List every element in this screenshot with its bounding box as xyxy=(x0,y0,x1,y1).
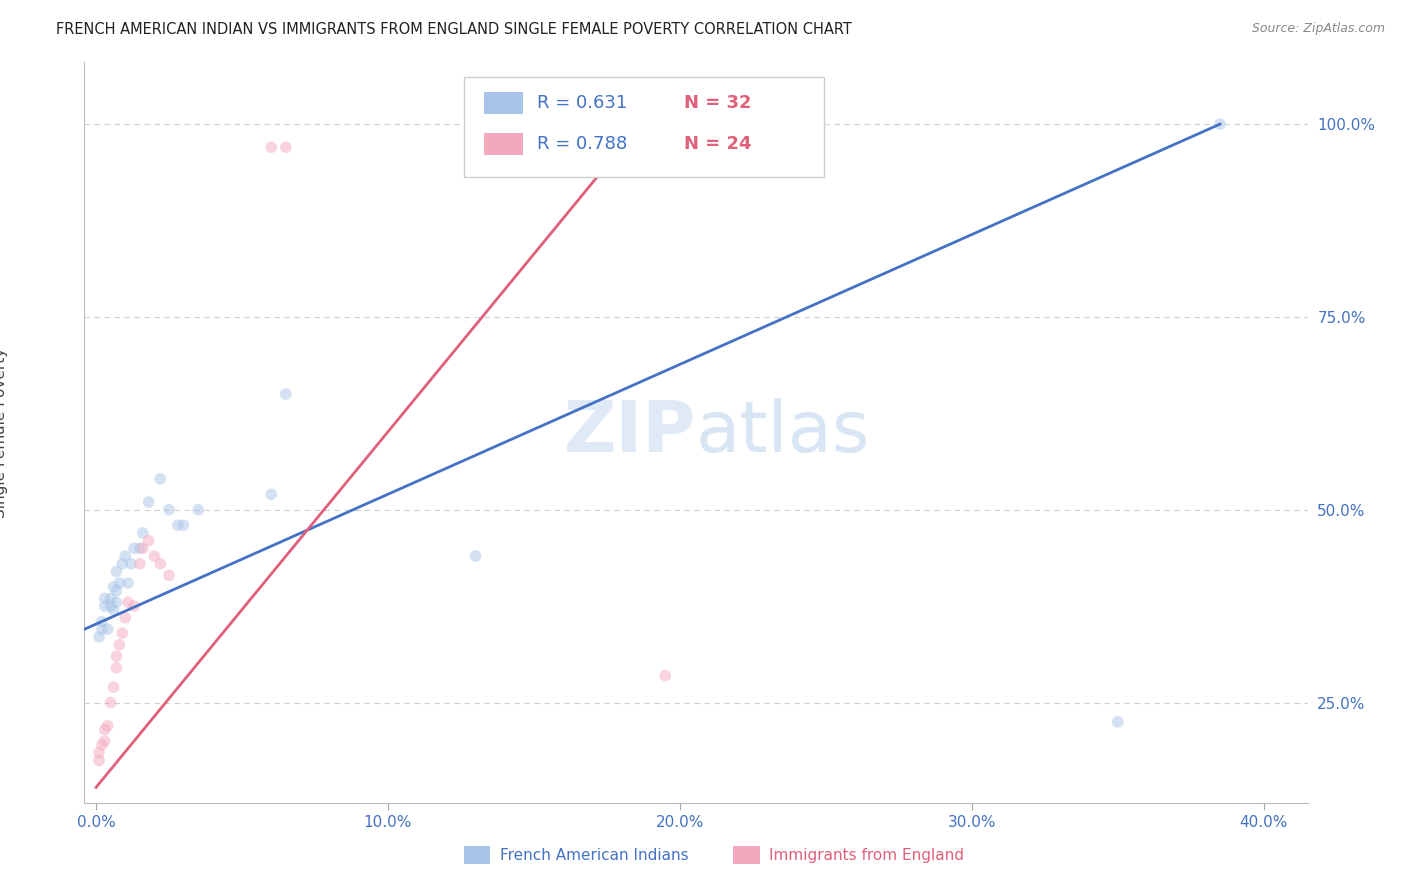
Point xyxy=(117,595,139,609)
Point xyxy=(105,595,128,609)
Point xyxy=(105,661,128,675)
Point xyxy=(464,549,486,563)
Text: R = 0.631: R = 0.631 xyxy=(537,95,627,112)
Bar xyxy=(484,92,523,114)
Point xyxy=(157,502,180,516)
Point xyxy=(103,680,125,694)
Point xyxy=(111,557,134,571)
Point xyxy=(166,518,188,533)
Point xyxy=(90,615,112,629)
Point xyxy=(274,140,297,154)
Text: N = 24: N = 24 xyxy=(683,135,751,153)
Point xyxy=(122,541,145,556)
Point xyxy=(149,472,172,486)
Point xyxy=(260,487,283,501)
Text: Immigrants from England: Immigrants from England xyxy=(769,848,965,863)
FancyBboxPatch shape xyxy=(464,78,824,178)
Point xyxy=(1107,714,1129,729)
Point xyxy=(138,533,160,548)
Point xyxy=(111,626,134,640)
Point xyxy=(122,599,145,614)
Point xyxy=(274,387,297,401)
Point xyxy=(90,622,112,636)
Point xyxy=(97,622,120,636)
Point xyxy=(114,549,136,563)
Text: FRENCH AMERICAN INDIAN VS IMMIGRANTS FROM ENGLAND SINGLE FEMALE POVERTY CORRELAT: FRENCH AMERICAN INDIAN VS IMMIGRANTS FRO… xyxy=(56,22,852,37)
Point xyxy=(132,525,155,540)
Point xyxy=(108,576,131,591)
Text: R = 0.788: R = 0.788 xyxy=(537,135,627,153)
Point xyxy=(100,591,122,606)
Text: ZIP: ZIP xyxy=(564,398,696,467)
Point xyxy=(260,140,283,154)
Point xyxy=(103,603,125,617)
Point xyxy=(132,541,155,556)
Point xyxy=(108,638,131,652)
Point xyxy=(97,719,120,733)
Bar xyxy=(733,847,759,864)
Point xyxy=(114,611,136,625)
Point xyxy=(105,649,128,664)
Point xyxy=(103,580,125,594)
Point xyxy=(128,557,150,571)
Point xyxy=(173,518,195,533)
Point xyxy=(87,753,110,767)
Text: atlas: atlas xyxy=(696,398,870,467)
Point xyxy=(157,568,180,582)
Point xyxy=(143,549,166,563)
Point xyxy=(105,565,128,579)
Point xyxy=(654,668,676,682)
Text: N = 32: N = 32 xyxy=(683,95,751,112)
Point xyxy=(94,723,117,737)
Point xyxy=(1209,117,1232,131)
Point xyxy=(87,630,110,644)
Point xyxy=(94,599,117,614)
Point xyxy=(94,591,117,606)
Point xyxy=(187,502,209,516)
Point xyxy=(105,583,128,598)
Point xyxy=(117,576,139,591)
Point xyxy=(149,557,172,571)
Bar xyxy=(484,133,523,155)
Point xyxy=(138,495,160,509)
Point xyxy=(90,738,112,752)
Y-axis label: Single Female Poverty: Single Female Poverty xyxy=(0,348,8,517)
Text: French American Indians: French American Indians xyxy=(501,848,689,863)
Point xyxy=(100,696,122,710)
Point xyxy=(94,734,117,748)
Point xyxy=(87,746,110,760)
Text: Source: ZipAtlas.com: Source: ZipAtlas.com xyxy=(1251,22,1385,36)
Bar xyxy=(464,847,491,864)
Point xyxy=(100,599,122,614)
Point xyxy=(128,541,150,556)
Point xyxy=(120,557,142,571)
